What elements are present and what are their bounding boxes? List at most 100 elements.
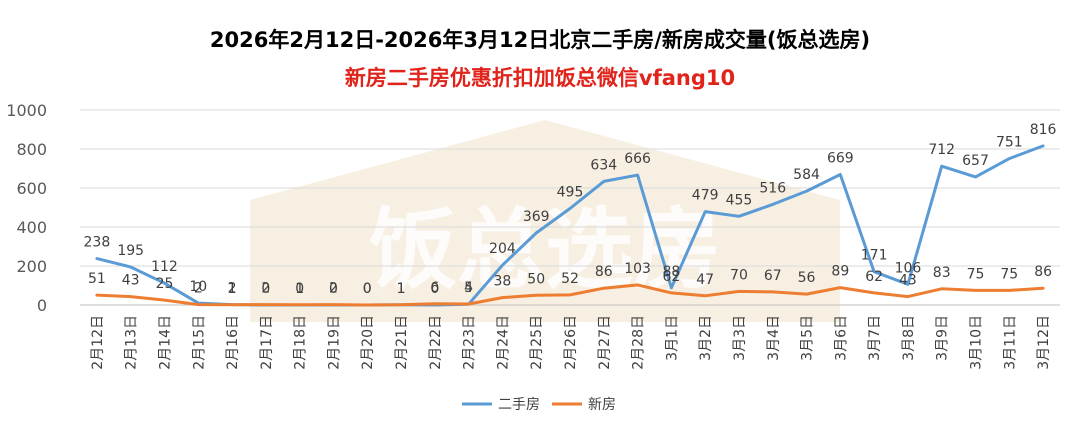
data-label: 50	[527, 271, 545, 287]
x-tick-label: 2月17日	[259, 315, 275, 370]
data-label: 816	[1030, 122, 1057, 138]
chart-subtitle: 新房二手房优惠折扣加饭总微信vfang10	[344, 66, 736, 90]
data-label: 43	[122, 273, 140, 289]
x-tick-label: 2月27日	[597, 315, 613, 370]
data-label: 75	[1000, 266, 1018, 282]
data-label: 634	[590, 157, 617, 173]
data-label: 479	[692, 188, 719, 204]
x-tick-label: 2月15日	[191, 315, 207, 370]
x-tick-label: 3月10日	[969, 315, 985, 370]
data-label: 43	[899, 273, 917, 289]
data-label: 38	[493, 274, 511, 290]
data-label: 1	[397, 281, 406, 297]
x-tick-label: 3月12日	[1036, 315, 1052, 370]
data-label: 712	[928, 142, 955, 158]
data-label: 103	[624, 261, 651, 277]
data-label: 1	[228, 281, 237, 297]
x-tick-label: 2月21日	[394, 315, 410, 370]
data-label: 51	[88, 271, 106, 287]
x-tick-label: 2月28日	[631, 315, 647, 370]
data-label: 195	[117, 243, 144, 259]
data-label: 52	[561, 271, 579, 287]
x-tick-label: 2月14日	[157, 315, 173, 370]
data-label: 67	[764, 268, 782, 284]
data-label: 56	[798, 270, 816, 286]
data-label: 204	[489, 241, 516, 257]
data-label: 1	[397, 281, 406, 297]
x-tick-label: 2月16日	[225, 315, 241, 370]
x-tick-label: 2月22日	[428, 315, 444, 370]
x-tick-label: 3月11日	[1002, 315, 1018, 370]
x-tick-label: 3月8日	[901, 315, 917, 361]
x-tick-label: 2月24日	[495, 315, 511, 370]
legend-label: 二手房	[498, 397, 540, 413]
x-tick-label: 2月13日	[124, 315, 140, 370]
data-label: 1	[295, 281, 304, 297]
data-label: 75	[967, 266, 985, 282]
data-label: 62	[865, 269, 883, 285]
x-tick-label: 2月23日	[462, 315, 478, 370]
data-label: 669	[827, 151, 854, 167]
data-label: 2	[329, 281, 338, 297]
x-tick-label: 2月19日	[326, 315, 342, 370]
data-label: 0	[329, 281, 338, 297]
y-tick-label: 1000	[6, 101, 47, 120]
x-tick-label: 2月18日	[293, 315, 309, 370]
chart-title: 2026年2月12日-2026年3月12日北京二手房/新房成交量(饭总选房)	[209, 28, 871, 52]
data-label: 86	[1034, 264, 1052, 280]
watermark-logo: 饭总选房	[250, 120, 840, 322]
y-tick-label: 400	[16, 218, 47, 237]
data-label: 112	[151, 259, 178, 275]
x-tick-label: 2月20日	[360, 315, 376, 370]
data-label: 516	[759, 180, 786, 196]
data-label: 47	[696, 272, 714, 288]
x-tick-label: 3月9日	[935, 315, 951, 361]
y-tick-label: 200	[16, 257, 47, 276]
legend-label: 新房	[588, 397, 616, 413]
data-label: 10	[189, 279, 207, 295]
data-label: 0	[261, 281, 270, 297]
data-label: 369	[523, 209, 550, 225]
x-tick-label: 3月6日	[833, 315, 849, 361]
data-label: 70	[730, 267, 748, 283]
data-label: 25	[156, 276, 174, 292]
data-label: 5	[464, 280, 473, 296]
data-label: 171	[861, 248, 888, 264]
x-tick-label: 3月2日	[698, 315, 714, 361]
data-label: 62	[662, 269, 680, 285]
x-tick-label: 3月5日	[800, 315, 816, 361]
data-label: 584	[793, 167, 820, 183]
data-label: 89	[831, 264, 849, 280]
y-tick-label: 800	[16, 140, 47, 159]
x-tick-label: 3月1日	[664, 315, 680, 361]
series-line-new-home	[95, 283, 1045, 307]
data-label: 0	[363, 281, 372, 297]
data-label: 238	[84, 235, 111, 251]
data-label: 495	[557, 184, 584, 200]
data-label: 2	[194, 281, 203, 297]
data-label: 106	[895, 260, 922, 276]
data-label: 88	[662, 264, 680, 280]
data-label: 6	[430, 280, 439, 296]
x-tick-label: 3月7日	[867, 315, 883, 361]
data-label: 751	[996, 135, 1023, 151]
x-tick-label: 2月12日	[90, 315, 106, 370]
data-label: 86	[595, 264, 613, 280]
x-tick-label: 2月25日	[529, 315, 545, 370]
data-label: 2	[228, 281, 237, 297]
data-label: 0	[363, 281, 372, 297]
data-label: 666	[624, 151, 651, 167]
x-tick-label: 3月3日	[732, 315, 748, 361]
x-tick-label: 3月4日	[766, 315, 782, 361]
data-label: 455	[726, 192, 753, 208]
chart-legend: 二手房 新房	[462, 397, 616, 413]
y-tick-label: 600	[16, 179, 47, 198]
watermark-text: 饭总选房	[369, 198, 721, 301]
data-label: 0	[295, 281, 304, 297]
data-label: 83	[933, 265, 951, 281]
data-label: 4	[464, 280, 473, 296]
y-tick-label: 0	[37, 296, 47, 315]
data-label: 2	[261, 281, 270, 297]
x-tick-label: 2月26日	[563, 315, 579, 370]
